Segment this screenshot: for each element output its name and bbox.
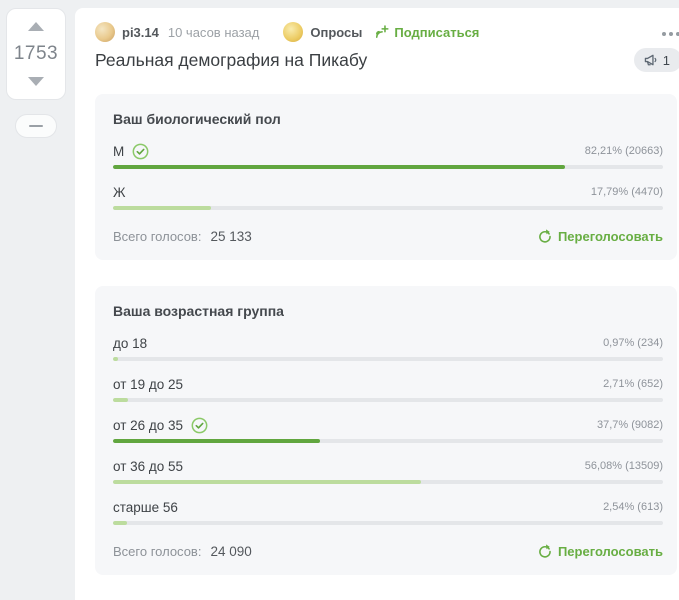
rating-box: 1753: [6, 8, 66, 100]
megaphone-icon: [644, 54, 657, 66]
poll-option-stat: 56,08% (13509): [584, 460, 663, 472]
poll-option[interactable]: старше 56 2,54% (613): [113, 498, 663, 525]
poll-option-row: до 18 0,97% (234): [113, 334, 663, 352]
poll-options: М 82,21% (20663) Ж 17,79% (4470): [113, 142, 663, 210]
poll-option-stat: 37,7% (9082): [596, 419, 663, 431]
poll-option-row: М 82,21% (20663): [113, 142, 663, 160]
poll-bar-fill: [113, 206, 211, 210]
poll-footer: Всего голосов: 24 090 Переголосовать: [113, 541, 663, 561]
total-votes-label: Всего голосов:: [113, 543, 202, 559]
revote-button[interactable]: Переголосовать: [537, 229, 663, 244]
poll-bar-fill: [113, 165, 566, 169]
revote-label: Переголосовать: [557, 543, 663, 559]
poll-option-label: М: [113, 143, 125, 159]
community-link[interactable]: Опросы: [310, 24, 363, 40]
poll-option-row: Ж 17,79% (4470): [113, 183, 663, 201]
poll-bar-track: [113, 165, 663, 169]
poll-footer: Всего голосов: 25 133 Переголосовать: [113, 226, 663, 246]
subscribe-label: Подписаться: [394, 24, 480, 40]
poll-bar-track: [113, 480, 663, 484]
poll-option[interactable]: от 26 до 35 37,7% (9082): [113, 416, 663, 443]
subscribe-button[interactable]: Подписаться: [375, 25, 479, 40]
poll-option-label: старше 56: [113, 499, 178, 515]
poll-option[interactable]: М 82,21% (20663): [113, 142, 663, 169]
poll-bar-track: [113, 439, 663, 443]
poll-option[interactable]: от 36 до 55 56,08% (13509): [113, 457, 663, 484]
post-rating: 1753: [13, 43, 59, 64]
poll-bar-fill: [113, 357, 119, 361]
user-avatar[interactable]: [95, 22, 115, 42]
more-options-icon[interactable]: [662, 32, 666, 36]
poll-question: Ваш биологический пол: [113, 111, 281, 127]
post-title[interactable]: Реальная демография на Пикабу: [95, 50, 368, 70]
poll-card: Ваша возрастная группа до 18 0,97% (234)…: [95, 286, 677, 575]
poll-option-label: до 18: [113, 335, 148, 351]
check-circle-icon: [191, 417, 208, 434]
poll-option-stat: 2,71% (652): [603, 378, 663, 390]
refresh-icon: [539, 228, 551, 243]
polls-container: Ваш биологический пол М 82,21% (20663) Ж: [75, 94, 679, 575]
poll-bar-track: [113, 521, 663, 525]
poll-option-label: от 19 до 25: [113, 376, 184, 392]
total-votes-value: 24 090: [210, 543, 252, 559]
poll-question: Ваша возрастная группа: [113, 303, 284, 319]
post-card: pi3.14 10 часов назад Опросы Подписаться…: [75, 8, 679, 600]
poll-option-stat: 17,79% (4470): [590, 186, 663, 198]
poll-card: Ваш биологический пол М 82,21% (20663) Ж: [95, 94, 677, 260]
poll-option-row: от 26 до 35 37,7% (9082): [113, 416, 663, 434]
collapse-post-button[interactable]: [15, 114, 57, 138]
total-votes-label: Всего голосов:: [113, 228, 202, 244]
ad-count: 1: [662, 52, 670, 68]
poll-options: до 18 0,97% (234) от 19 до 25 2,71% (652: [113, 334, 663, 525]
poll-option[interactable]: до 18 0,97% (234): [113, 334, 663, 361]
ad-badge[interactable]: 1: [633, 48, 679, 72]
poll-option-label: от 36 до 55: [113, 458, 184, 474]
poll-option-stat: 0,97% (234): [603, 337, 663, 349]
post-header: pi3.14 10 часов назад Опросы Подписаться: [75, 8, 679, 42]
poll-bar-fill: [113, 439, 321, 443]
downvote-icon[interactable]: [28, 77, 44, 86]
minus-icon: [29, 125, 43, 127]
poll-option[interactable]: Ж 17,79% (4470): [113, 183, 663, 210]
poll-option-label: Ж: [113, 184, 126, 200]
poll-bar-track: [113, 206, 663, 210]
poll-bar-fill: [113, 398, 128, 402]
poll-bar-track: [113, 357, 663, 361]
poll-option-stat: 82,21% (20663): [584, 145, 663, 157]
revote-button[interactable]: Переголосовать: [537, 544, 663, 559]
author-link[interactable]: pi3.14: [122, 24, 159, 40]
total-votes-value: 25 133: [210, 228, 252, 244]
subscribe-icon: [376, 25, 389, 38]
check-circle-icon: [132, 143, 149, 160]
poll-option-row: от 36 до 55 56,08% (13509): [113, 457, 663, 475]
poll-bar-fill: [113, 521, 127, 525]
refresh-icon: [539, 543, 551, 558]
poll-option[interactable]: от 19 до 25 2,71% (652): [113, 375, 663, 402]
vote-panel: 1753: [6, 8, 68, 138]
poll-option-label: от 26 до 35: [113, 417, 184, 433]
poll-option-row: от 19 до 25 2,71% (652): [113, 375, 663, 393]
poll-bar-track: [113, 398, 663, 402]
community-avatar[interactable]: [283, 22, 304, 42]
poll-bar-fill: [113, 480, 422, 484]
upvote-icon[interactable]: [28, 22, 44, 31]
revote-label: Переголосовать: [557, 228, 663, 244]
post-time: 10 часов назад: [167, 24, 260, 40]
poll-option-row: старше 56 2,54% (613): [113, 498, 663, 516]
poll-option-stat: 2,54% (613): [603, 501, 663, 513]
